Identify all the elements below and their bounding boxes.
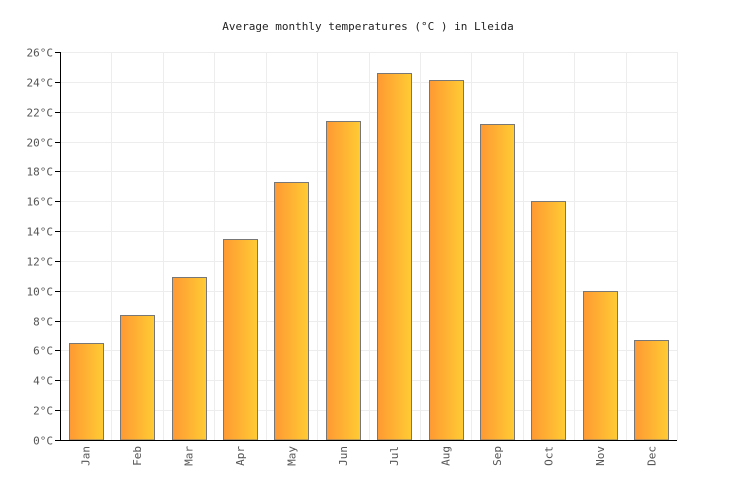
bar-feb: [120, 315, 155, 441]
x-tick-label: May: [285, 446, 298, 466]
bar-jun: [326, 121, 361, 441]
y-tick-label: 24°C: [27, 77, 54, 90]
bars: [69, 73, 669, 441]
x-tick-label: Jun: [337, 446, 350, 466]
y-tick-label: 8°C: [33, 316, 53, 329]
bar-jul: [377, 73, 412, 441]
chart-title: Average monthly temperatures (°C ) in Ll…: [222, 20, 513, 33]
bar-may: [274, 182, 309, 441]
gridlines: [60, 52, 678, 441]
bar-aug: [429, 80, 464, 441]
x-tick-label: Jan: [80, 446, 93, 466]
y-tick-label: 18°C: [27, 166, 54, 179]
x-tick-label: Nov: [594, 446, 607, 466]
x-tick-label: Aug: [440, 446, 453, 466]
x-tick-label: Oct: [542, 446, 555, 466]
bar-jan: [69, 343, 104, 441]
x-tick-label: Sep: [491, 446, 504, 466]
bar-apr: [223, 239, 258, 441]
y-tick-labels: 0°C 2°C 4°C 6°C 8°C 10°C 12°C 14°C 16°C 18°C 20°C 2…: [27, 47, 54, 448]
bar-mar: [172, 277, 207, 441]
x-tick-label: Mar: [183, 446, 196, 466]
x-tick-label: Jul: [388, 446, 401, 466]
x-tick-label: Dec: [645, 446, 658, 466]
y-tick-label: 4°C: [33, 375, 53, 388]
y-tick-label: 16°C: [27, 196, 54, 209]
bar-nov: [583, 291, 618, 441]
bar-oct: [531, 201, 566, 441]
y-tick-label: 2°C: [33, 405, 53, 418]
y-tick-label: 26°C: [27, 47, 54, 60]
x-tick-label: Feb: [131, 446, 144, 466]
bar-sep: [480, 124, 515, 441]
y-tick-label: 14°C: [27, 226, 54, 239]
y-tick-label: 12°C: [27, 256, 54, 269]
axes: [55, 52, 677, 441]
y-tick-label: 6°C: [33, 345, 53, 358]
y-tick-label: 0°C: [33, 435, 53, 448]
x-tick-label: Apr: [234, 446, 247, 466]
y-tick-label: 20°C: [27, 137, 54, 150]
y-tick-label: 10°C: [27, 286, 54, 299]
x-tick-labels: Jan Feb Mar Apr May Jun Jul Aug Sep Oct Nov Dec: [80, 446, 659, 466]
bar-dec: [634, 340, 669, 441]
y-tick-label: 22°C: [27, 107, 54, 120]
